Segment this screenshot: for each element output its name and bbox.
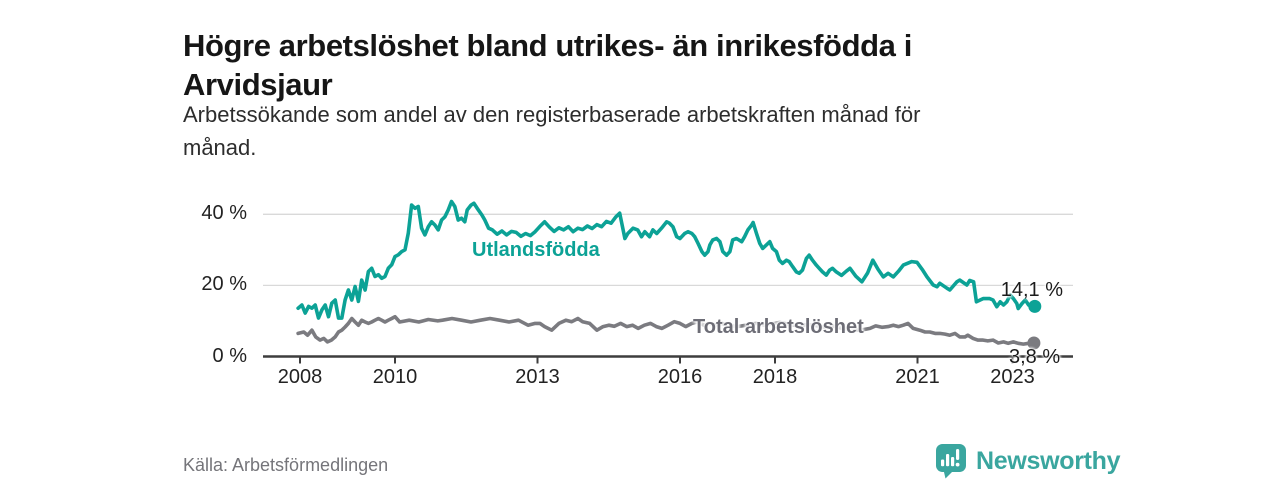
newsworthy-logo-icon <box>936 443 966 479</box>
x-axis-label: 2016 <box>657 366 703 388</box>
source-attribution: Källa: Arbetsförmedlingen <box>183 455 389 475</box>
title-line: Arvidsjaur <box>183 66 333 102</box>
x-axis-label: 2021 <box>895 366 940 388</box>
series-label-utlandsfodda: Utlandsfödda <box>472 239 600 261</box>
end-value-label-utlandsfodda: 14,1 % <box>1000 279 1063 301</box>
chart-subtitle: Arbetssökande som andel av den registerb… <box>183 98 1083 164</box>
newsworthy-logo[interactable]: Newsworthy <box>936 443 1121 479</box>
y-axis-label: 40 % <box>201 202 247 225</box>
x-axis-label: 2008 <box>277 366 323 388</box>
subtitle-line: månad. <box>183 135 257 160</box>
y-axis-label: 20 % <box>201 273 247 296</box>
x-axis-label: 2018 <box>752 366 798 388</box>
end-point-dot <box>1027 336 1041 350</box>
series-line <box>296 314 1036 346</box>
end-point-dot <box>1028 299 1042 313</box>
x-axis-label: 2010 <box>372 366 418 388</box>
subtitle-line: Arbetssökande som andel av den registerb… <box>183 102 921 127</box>
title-line: Högre arbetslöshet bland utrikes- än inr… <box>183 27 912 63</box>
page-title: Högre arbetslöshet bland utrikes- än inr… <box>183 26 1143 104</box>
y-axis-label: 0 % <box>212 344 247 367</box>
series-label-total-arbetsloshet: Total arbetslöshet <box>693 316 864 338</box>
newsworthy-wordmark: Newsworthy <box>976 446 1121 475</box>
x-axis-label: 2013 <box>515 366 560 388</box>
x-axis-label: 2023 <box>990 366 1035 388</box>
series-line <box>296 199 1037 320</box>
end-value-label-total: 3,8 % <box>1009 346 1061 368</box>
